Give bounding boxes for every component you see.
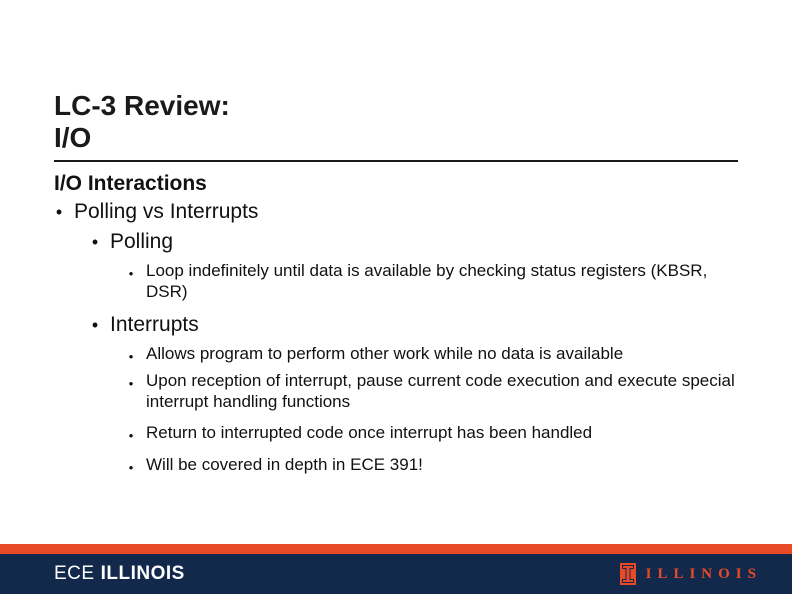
bullet-icon xyxy=(126,370,136,391)
bullet-icon xyxy=(126,454,136,475)
bullet-lvl3: Upon reception of interrupt, pause curre… xyxy=(126,370,738,413)
bullet-text: Allows program to perform other work whi… xyxy=(146,343,738,364)
slide-title: LC-3 Review: I/O xyxy=(54,90,230,154)
bullet-lvl2-polling: Polling xyxy=(90,230,738,254)
bullet-icon xyxy=(90,230,100,254)
dept-thin: ECE xyxy=(54,563,95,585)
bullet-icon xyxy=(126,343,136,364)
illinois-logo: ILLINOIS xyxy=(620,563,762,585)
bullet-lvl3: Return to interrupted code once interrup… xyxy=(126,422,738,443)
bullet-lvl3: Allows program to perform other work whi… xyxy=(126,343,738,364)
title-underline xyxy=(54,160,738,162)
title-line-2: I/O xyxy=(54,122,230,154)
content-area: I/O Interactions Polling vs Interrupts P… xyxy=(54,172,738,475)
bullet-icon xyxy=(126,260,136,281)
block-i-icon xyxy=(620,563,636,585)
title-line-1: LC-3 Review: xyxy=(54,90,230,122)
dept-bold: ILLINOIS xyxy=(101,563,185,585)
bullet-lvl2-interrupts: Interrupts xyxy=(90,313,738,337)
section-heading: I/O Interactions xyxy=(54,172,738,196)
footer-navy-bar: ECE ILLINOIS ILLINOIS xyxy=(0,554,792,594)
dept-label: ECE ILLINOIS xyxy=(54,563,185,585)
bullet-icon xyxy=(90,313,100,337)
bullet-text: Loop indefinitely until data is availabl… xyxy=(146,260,738,303)
illinois-wordmark: ILLINOIS xyxy=(646,566,762,583)
bullet-text: Polling vs Interrupts xyxy=(74,200,738,224)
bullet-text: Interrupts xyxy=(110,313,738,337)
bullet-text: Return to interrupted code once interrup… xyxy=(146,422,738,443)
slide: LC-3 Review: I/O I/O Interactions Pollin… xyxy=(0,0,792,612)
bullet-lvl3: Will be covered in depth in ECE 391! xyxy=(126,454,738,475)
bullet-icon xyxy=(126,422,136,443)
bullet-text: Upon reception of interrupt, pause curre… xyxy=(146,370,738,413)
bullet-lvl3: Loop indefinitely until data is availabl… xyxy=(126,260,738,303)
bullet-text: Polling xyxy=(110,230,738,254)
bullet-icon xyxy=(54,200,64,224)
bullet-text: Will be covered in depth in ECE 391! xyxy=(146,454,738,475)
footer-orange-bar xyxy=(0,544,792,554)
bullet-lvl1: Polling vs Interrupts xyxy=(54,200,738,224)
